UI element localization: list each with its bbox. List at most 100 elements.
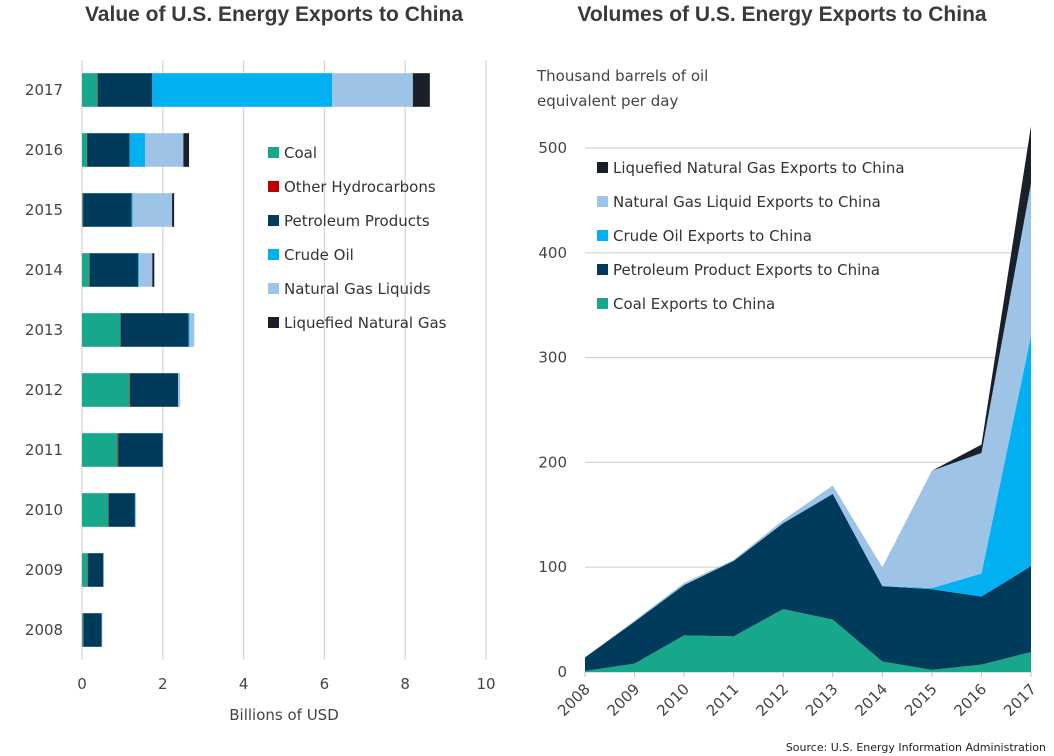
bar-2014-petroleum-products [89,253,139,287]
bar-2012-petroleum-products [130,373,179,407]
bar-2013-coal [82,313,121,347]
bar-2016-liquefied-natural-gas [183,133,190,167]
bar-legend-label-liquefied-natural-gas: Liquefied Natural Gas [284,314,447,332]
bar-category-label-2016: 2016 [25,141,63,159]
bar-category-label-2010: 2010 [25,501,63,519]
area-y-tick-label-100: 100 [538,558,567,576]
bar-2008-petroleum-products [83,613,102,647]
bar-x-tick-label-4: 4 [239,675,249,693]
bar-2011-coal [82,433,118,467]
bar-category-label-2011: 2011 [25,441,63,459]
bar-x-tick-label-6: 6 [320,675,330,693]
area-legend-swatch-natural-gas-liquid-exports-to-china [597,196,608,207]
bar-2013-crude-oil [188,313,190,347]
bar-category-label-2012: 2012 [25,381,63,399]
bar-2014-liquefied-natural-gas [152,253,155,287]
area-series-petroleum-product-exports-to-china [585,493,1031,671]
bar-2010-coal [82,493,109,527]
bar-2010-natural-gas-liquids [134,493,137,527]
area-chart-series [585,125,1031,672]
bar-chart-value-exports: Value of U.S. Energy Exports to China 20… [25,3,496,724]
bar-2015-liquefied-natural-gas [172,193,175,227]
bar-2012-natural-gas-liquids [178,373,181,407]
area-x-tick-label-2016: 2016 [951,680,991,720]
bar-x-tick-label-8: 8 [400,675,410,693]
bar-2010-other-hydrocarbons [108,493,109,527]
area-legend-swatch-petroleum-product-exports-to-china [597,264,608,275]
bar-2008-other-hydrocarbons [83,613,84,647]
area-series-coal-exports-to-china [585,609,1031,672]
area-y-tick-label-500: 500 [538,139,567,157]
bar-legend-swatch-other-hydrocarbons [268,181,279,192]
bar-legend-swatch-natural-gas-liquids [268,283,279,294]
area-chart-y-axis-label-line-2: equivalent per day [537,92,678,110]
bar-chart-title: Value of U.S. Energy Exports to China [85,3,463,26]
bar-legend-label-other-hydrocarbons: Other Hydrocarbons [284,178,436,196]
area-y-tick-label-200: 200 [538,453,567,471]
area-y-tick-label-300: 300 [538,349,567,367]
bar-legend-label-crude-oil: Crude Oil [284,246,354,264]
bar-2008-natural-gas-liquids [101,613,103,647]
bar-x-tick-label-0: 0 [77,675,87,693]
bar-chart-bars [82,73,430,647]
area-legend-swatch-crude-oil-exports-to-china [597,230,608,241]
bar-2009-coal [82,553,88,587]
area-chart-legend: Liquefied Natural Gas Exports to China Na… [597,159,905,313]
bar-category-label-2008: 2008 [25,621,63,639]
area-x-tick-label-2008: 2008 [554,680,594,720]
area-y-tick-label-0: 0 [557,663,567,681]
area-legend-label-liquefied-natural-gas-exports-to-china: Liquefied Natural Gas Exports to China [613,159,905,177]
bar-2011-petroleum-products [118,433,163,467]
bar-2014-coal [82,253,90,287]
source-note: Source: U.S. Energy Information Administ… [786,741,1046,754]
bar-2008-coal [82,613,84,647]
bar-legend-label-petroleum-products: Petroleum Products [284,212,430,230]
bar-2017-coal [82,73,98,107]
area-legend-swatch-liquefied-natural-gas-exports-to-china [597,162,608,173]
bar-2009-other-hydrocarbons [87,553,89,587]
area-chart-x-ticks: 2008 2009 2010 2011 2012 2013 2014 2015 2016 2017 [554,672,1040,720]
bar-2017-natural-gas-liquids [332,73,413,107]
bar-2017-other-hydrocarbons [97,73,98,107]
bar-2016-other-hydrocarbons [86,133,88,167]
bar-2014-other-hydrocarbons [89,253,90,287]
bar-2013-petroleum-products [120,313,189,347]
bar-legend-label-coal: Coal [284,144,317,162]
bar-legend-label-natural-gas-liquids: Natural Gas Liquids [284,280,431,298]
area-series-natural-gas-liquid-exports-to-china [585,183,1031,658]
area-x-tick-label-2010: 2010 [653,680,693,720]
bar-2014-natural-gas-liquids [138,253,153,287]
area-x-tick-label-2011: 2011 [703,680,743,720]
bar-2015-natural-gas-liquids [132,193,173,227]
bar-category-label-2015: 2015 [25,201,63,219]
bar-category-label-2009: 2009 [25,561,63,579]
bar-x-tick-label-10: 10 [476,675,495,693]
area-chart-title: Volumes of U.S. Energy Exports to China [577,3,986,26]
area-legend-label-coal-exports-to-china: Coal Exports to China [613,295,775,313]
bar-2011-other-hydrocarbons [117,433,119,467]
bar-chart-category-labels: 2017 2016 2015 2014 2013 2012 2011 2010 2009 2008 [25,81,63,639]
area-x-tick-label-2017: 2017 [1000,680,1040,720]
bar-2015-other-hydrocarbons [82,193,84,227]
bar-category-label-2014: 2014 [25,261,63,279]
bar-x-tick-label-2: 2 [158,675,168,693]
bar-legend-swatch-liquefied-natural-gas [268,317,279,328]
area-x-tick-label-2012: 2012 [752,680,792,720]
bar-2013-natural-gas-liquids [189,313,195,347]
bar-legend-swatch-crude-oil [268,249,279,260]
bar-2011-natural-gas-liquids [162,433,164,467]
bar-2017-liquefied-natural-gas [412,73,430,107]
bar-2015-coal [82,193,83,227]
bar-2017-petroleum-products [97,73,153,107]
bar-2015-crude-oil [131,193,133,227]
bar-chart-x-ticks: 0 2 4 6 8 10 [77,675,495,693]
bar-2014-crude-oil [138,253,139,287]
bar-2016-coal [82,133,87,167]
bar-2017-crude-oil [152,73,333,107]
bar-chart-legend: Coal Other Hydrocarbons Petroleum Products… [268,144,447,332]
bar-2013-other-hydrocarbons [120,313,121,347]
area-x-tick-label-2015: 2015 [901,680,941,720]
bar-2012-coal [82,373,130,407]
bar-2016-natural-gas-liquids [145,133,184,167]
